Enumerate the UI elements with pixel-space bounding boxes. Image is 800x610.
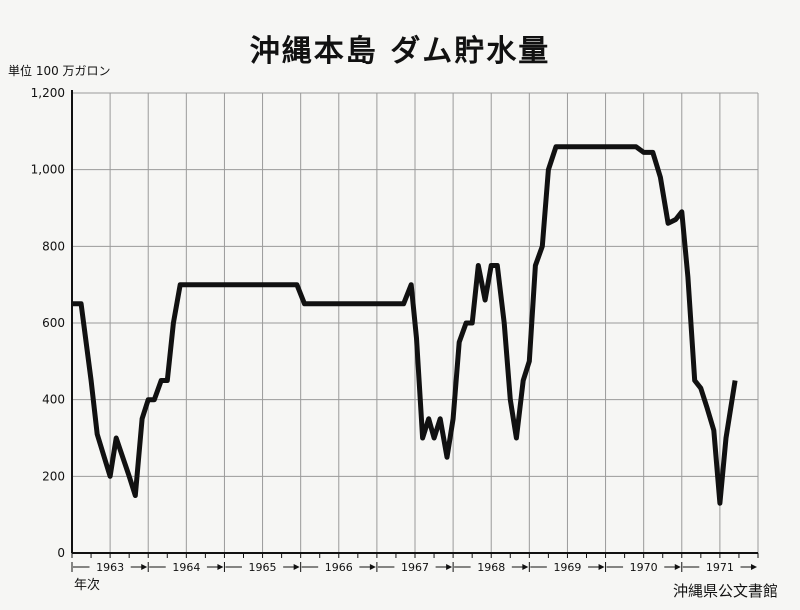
y-tick-label: 400 — [42, 393, 65, 407]
y-tick-label: 200 — [42, 469, 65, 483]
year-arrow-head — [751, 564, 757, 570]
year-arrow-head — [293, 564, 300, 570]
archive-credit: 沖縄県公文書館 — [672, 582, 778, 600]
year-arrow-head — [674, 564, 681, 570]
x-axis-label: 年次 — [74, 578, 101, 593]
y-tick-label: 1,000 — [31, 163, 65, 177]
year-arrow-head — [522, 564, 529, 570]
chart-title: 沖縄本島 ダム貯水量 — [249, 34, 551, 69]
year-label: 1965 — [249, 561, 277, 574]
unit-label: 単位 100 万ガロン — [8, 64, 111, 78]
year-arrow-head — [217, 564, 224, 570]
year-label: 1969 — [553, 561, 581, 574]
series-line — [72, 144, 738, 506]
year-label: 1964 — [172, 561, 200, 574]
year-arrow-head — [598, 564, 605, 570]
year-arrow-head — [141, 564, 148, 570]
y-tick-label: 0 — [57, 546, 65, 560]
year-arrow-head — [446, 564, 453, 570]
year-label: 1966 — [325, 561, 353, 574]
year-arrow-head — [369, 564, 376, 570]
y-tick-label: 1,200 — [31, 86, 65, 100]
year-label: 1971 — [706, 561, 734, 574]
year-label: 1968 — [477, 561, 505, 574]
y-tick-label: 600 — [42, 316, 65, 330]
year-label: 1963 — [96, 561, 124, 574]
year-label: 1967 — [401, 561, 429, 574]
year-label: 1970 — [630, 561, 658, 574]
y-tick-label: 800 — [42, 239, 65, 253]
